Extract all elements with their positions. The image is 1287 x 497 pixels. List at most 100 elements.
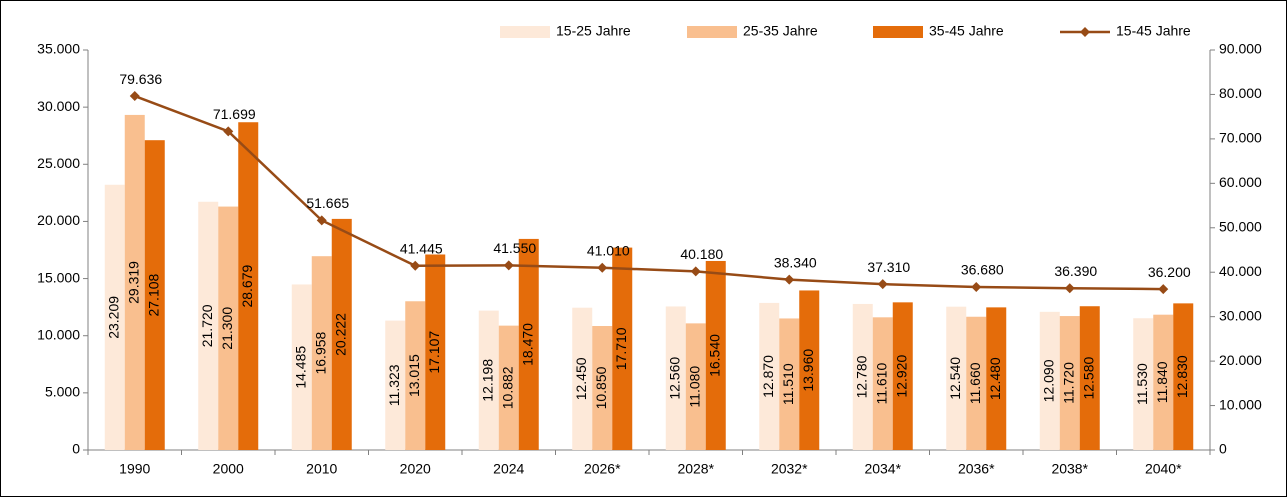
bar	[1133, 318, 1154, 450]
bar	[498, 325, 519, 450]
bar	[966, 316, 987, 450]
bar-value-label: 23.209	[105, 296, 121, 339]
y-tick-label: 15.000	[37, 269, 80, 285]
bar	[238, 122, 259, 451]
bar-value-label: 11.720	[1060, 362, 1076, 404]
line-marker	[223, 126, 234, 137]
line-marker	[690, 266, 701, 277]
line-marker	[129, 91, 140, 102]
bar	[1079, 306, 1100, 450]
y2-tick-label: 0	[1219, 441, 1227, 457]
bar-value-label: 12.780	[853, 355, 869, 398]
x-tick-label: 1990	[119, 461, 150, 477]
y-tick-label: 0	[72, 441, 80, 457]
line-value-label: 71.699	[213, 106, 256, 122]
bar	[425, 254, 446, 450]
line-value-label: 79.636	[119, 71, 162, 87]
line-marker	[503, 260, 514, 271]
bar	[478, 310, 499, 450]
bar	[665, 306, 686, 450]
bar-value-label: 13.960	[800, 349, 816, 392]
y-tick-label: 5.000	[45, 384, 80, 400]
y2-tick-label: 30.000	[1219, 307, 1262, 323]
line-value-label: 36.390	[1054, 263, 1097, 279]
bar	[1039, 311, 1060, 450]
y-tick-label: 30.000	[37, 98, 80, 114]
bar-value-label: 12.090	[1040, 359, 1056, 402]
y2-tick-label: 80.000	[1219, 85, 1262, 101]
bar-value-label: 27.108	[145, 273, 161, 316]
line-marker	[316, 215, 327, 226]
bar-value-label: 11.510	[780, 363, 796, 405]
bar	[104, 184, 125, 451]
line-value-label: 41.445	[400, 241, 443, 257]
line-value-label: 40.180	[680, 246, 723, 262]
y-tick-label: 25.000	[37, 155, 80, 171]
line-value-label: 36.200	[1148, 264, 1191, 280]
y2-tick-label: 70.000	[1219, 130, 1262, 146]
bar-value-label: 11.323	[386, 364, 402, 406]
line	[134, 94, 1164, 291]
x-tick-label: 2034*	[864, 461, 901, 477]
x-tick-label: 2038*	[1051, 461, 1088, 477]
bar-value-label: 11.610	[873, 363, 889, 405]
line-marker	[410, 260, 421, 271]
legend-marker	[1080, 27, 1090, 37]
line-value-label: 36.680	[961, 262, 1004, 278]
line-value-label: 41.010	[587, 242, 630, 258]
bar-value-label: 12.540	[947, 357, 963, 400]
bar-value-label: 12.870	[760, 355, 776, 398]
bar-value-label: 11.840	[1154, 361, 1170, 403]
bar-value-label: 12.198	[479, 359, 495, 402]
bar-value-label: 12.450	[573, 357, 589, 400]
bar	[405, 301, 426, 450]
bar-value-label: 13.015	[406, 354, 422, 397]
bar	[946, 306, 967, 450]
line-marker	[597, 262, 608, 273]
bar-value-label: 20.222	[332, 313, 348, 356]
y2-tick-label: 60.000	[1219, 174, 1262, 190]
bar-value-label: 17.107	[426, 331, 442, 374]
x-tick-label: 2036*	[958, 461, 995, 477]
bar-value-label: 21.300	[219, 307, 235, 350]
bar-value-label: 12.480	[987, 357, 1003, 400]
x-tick-label: 2010	[306, 461, 337, 477]
y2-tick-label: 10.000	[1219, 396, 1262, 412]
bar	[572, 307, 593, 450]
y-tick-label: 10.000	[37, 326, 80, 342]
bar	[872, 317, 893, 450]
bar-value-label: 16.540	[706, 334, 722, 377]
bar	[144, 140, 165, 451]
bar-value-label: 11.660	[967, 362, 983, 404]
y2-tick-label: 40.000	[1219, 263, 1262, 279]
line-marker	[1158, 284, 1169, 295]
bar	[385, 320, 406, 450]
legend-label: 15-25 Jahre	[556, 23, 631, 39]
x-tick-label: 2000	[213, 461, 244, 477]
line-marker	[971, 281, 982, 292]
bar-value-label: 21.720	[199, 304, 215, 347]
bar	[685, 323, 706, 450]
y2-tick-label: 90.000	[1219, 41, 1262, 57]
legend-label: 35-45 Jahre	[929, 23, 1004, 39]
bar-value-label: 12.920	[893, 355, 909, 398]
bar-value-label: 17.710	[613, 327, 629, 370]
bar-value-label: 12.560	[666, 357, 682, 400]
bar-value-label: 10.882	[499, 366, 515, 409]
bar	[198, 201, 219, 450]
line-marker	[784, 274, 795, 285]
bar-value-label: 28.679	[239, 264, 255, 307]
bar	[592, 326, 613, 450]
bar-value-label: 11.530	[1134, 363, 1150, 405]
bar	[311, 256, 332, 450]
bar	[799, 290, 820, 450]
bar	[852, 303, 873, 450]
x-tick-label: 2024	[493, 461, 524, 477]
bar-value-label: 12.580	[1080, 356, 1096, 399]
y2-tick-label: 20.000	[1219, 352, 1262, 368]
y2-tick-label: 50.000	[1219, 218, 1262, 234]
bar	[986, 307, 1007, 450]
bar	[705, 260, 726, 450]
bar	[331, 218, 352, 450]
